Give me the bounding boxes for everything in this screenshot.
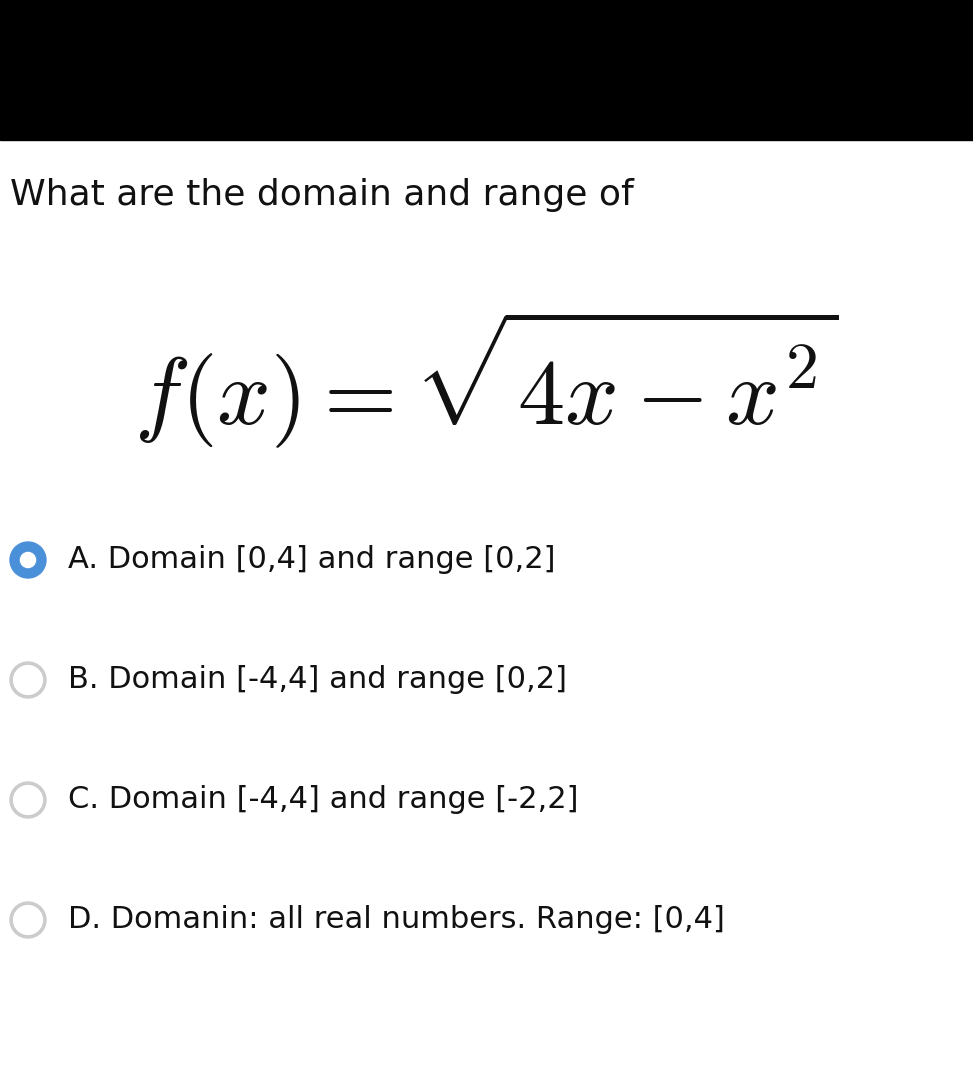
Circle shape (10, 902, 46, 938)
Text: What are the domain and range of: What are the domain and range of (10, 178, 633, 212)
Text: $f(x) = \sqrt{4x - x^2}$: $f(x) = \sqrt{4x - x^2}$ (134, 309, 838, 451)
Text: C. Domain [-4,4] and range [-2,2]: C. Domain [-4,4] and range [-2,2] (68, 786, 579, 814)
Circle shape (14, 906, 43, 935)
Circle shape (10, 662, 46, 698)
Bar (0, 0, 973, 140)
Circle shape (10, 782, 46, 818)
Circle shape (14, 665, 43, 694)
Text: A. Domain [0,4] and range [0,2]: A. Domain [0,4] and range [0,2] (68, 546, 556, 575)
Circle shape (14, 786, 43, 814)
Circle shape (10, 542, 46, 578)
Text: D. Domanin: all real numbers. Range: [0,4]: D. Domanin: all real numbers. Range: [0,… (68, 905, 725, 935)
Text: B. Domain [-4,4] and range [0,2]: B. Domain [-4,4] and range [0,2] (68, 665, 567, 695)
Circle shape (20, 552, 36, 567)
